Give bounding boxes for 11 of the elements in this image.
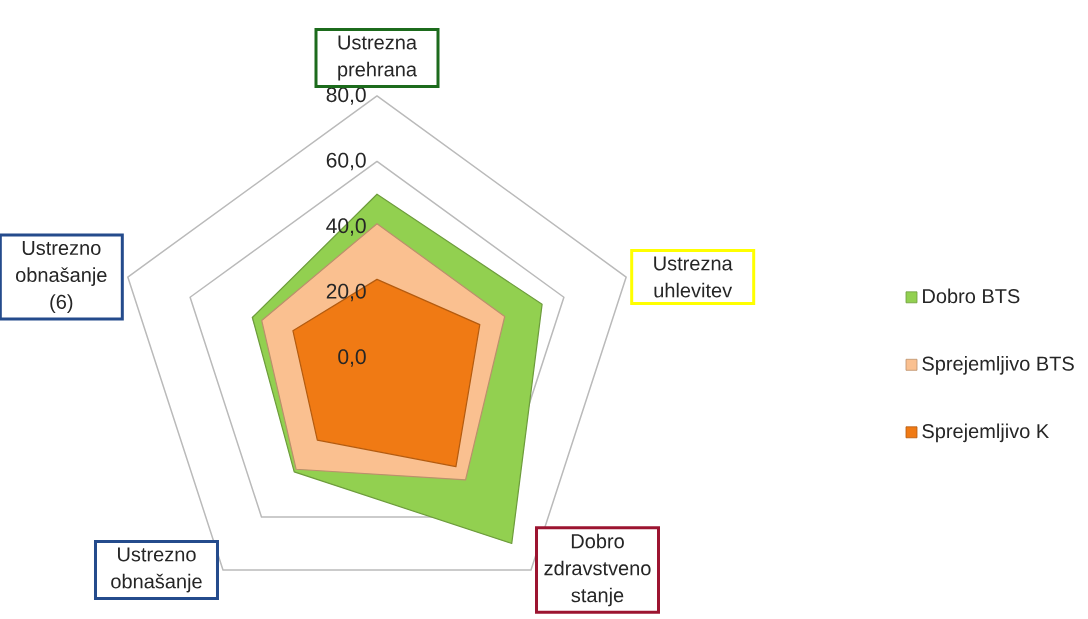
legend-label: Dobro BTS — [923, 288, 1020, 304]
y-tick-label: 60,0 — [326, 152, 366, 171]
spoke-label: Ustrezno obnašanje — [111, 547, 202, 593]
legend-label: Sprejemljivo K — [922, 423, 1049, 443]
y-tick-label: 0,0 — [338, 349, 366, 367]
spoke-label: Ustrezno obnašanje (6) — [16, 241, 107, 313]
spoke-label: Ustrezna prehrana — [338, 35, 418, 81]
spoke-label: Ustrezna uhlevitev — [654, 256, 733, 298]
legend-label: Sprejemljivo BTS — [922, 356, 1074, 375]
spoke-label: Dobro zdravstveno stanje — [544, 533, 651, 607]
y-tick-label: 80,0 — [326, 87, 366, 105]
